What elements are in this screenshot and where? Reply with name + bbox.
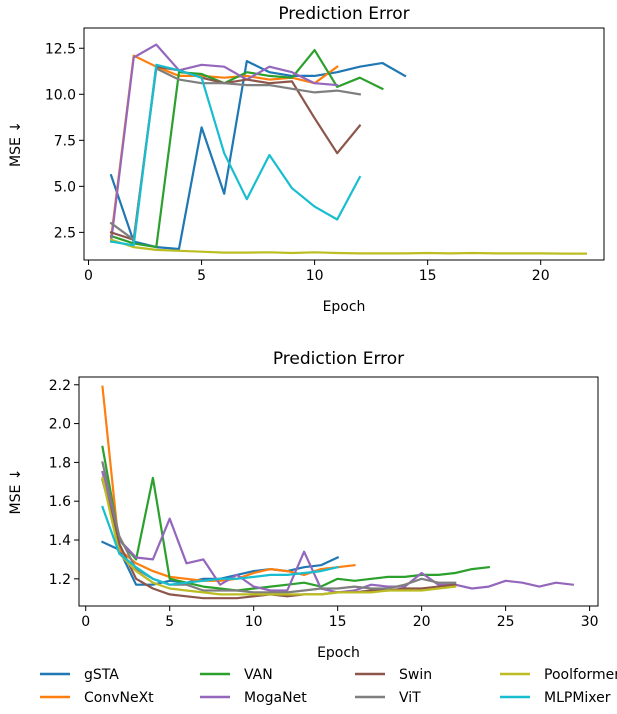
x-tick-label: 5 (197, 268, 206, 284)
y-axis-label: MSE ↓ (8, 469, 24, 515)
y-tick-label: 12.5 (45, 41, 76, 57)
legend-label: ViT (399, 690, 421, 706)
x-tick-label: 0 (84, 268, 93, 284)
series-line-moganet (101, 470, 575, 594)
legend-label: Swin (399, 667, 432, 683)
y-tick-label: 7.5 (54, 133, 76, 149)
series-line-van (109, 48, 384, 249)
y-axis-label: MSE ↓ (8, 121, 24, 167)
y-tick-label: 2.2 (49, 378, 71, 394)
series-line-poolformer (101, 476, 457, 596)
y-tick-label: 1.2 (49, 572, 71, 588)
chart-title: Prediction Error (278, 4, 409, 24)
legend: gSTA ConvNeXt VAN MogaNet Swin ViT Poolformer M… (40, 667, 617, 706)
x-tick-label: 15 (419, 268, 437, 284)
series-line-gsta (109, 59, 407, 251)
x-tick-label: 25 (497, 614, 515, 630)
plot-area (109, 43, 588, 255)
legend-label: VAN (244, 667, 273, 683)
x-tick-label: 15 (329, 614, 347, 630)
y-tick-label: 1.6 (49, 494, 71, 510)
x-tick-label: 5 (165, 614, 174, 630)
series-line-mlpmixer (109, 63, 362, 247)
legend-item-mlpmixer: MLPMixer (500, 690, 611, 706)
x-tick-label: 20 (532, 268, 550, 284)
plot-area (101, 385, 575, 600)
y-tick-label: 1.4 (49, 533, 71, 549)
chart-prediction-error-bottom: 0 5 10 15 20 25 30 1.2 1.4 1.6 1.8 2.0 2.2 Prediction… (8, 349, 599, 661)
legend-item-poolformer: Poolformer (500, 667, 617, 683)
series-line-mlpmixer (101, 505, 340, 586)
axes-frame (83, 27, 605, 261)
x-tick-label: 20 (413, 614, 431, 630)
chart-title: Prediction Error (273, 349, 404, 369)
x-axis-label: Epoch (317, 645, 360, 661)
legend-item-moganet: MogaNet (200, 690, 307, 706)
legend-label: Poolformer (544, 667, 617, 683)
x-tick-label: 0 (81, 614, 90, 630)
legend-item-gsta: gSTA (40, 667, 119, 683)
series-line-convnext (109, 54, 339, 240)
legend-label: MogaNet (244, 690, 307, 706)
y-tick-label: 2.0 (49, 417, 71, 433)
axes-frame (78, 376, 599, 607)
series-line-vit (109, 67, 362, 241)
x-axis-label: Epoch (323, 299, 366, 315)
legend-item-van: VAN (200, 667, 273, 683)
y-tick-label: 2.5 (54, 225, 76, 241)
y-tick-label: 10.0 (45, 87, 76, 103)
legend-item-swin: Swin (355, 667, 432, 683)
chart-prediction-error-top: 0 5 10 15 20 2.5 5.0 7.5 10.0 12.5 Prediction Erro… (8, 4, 605, 315)
legend-item-vit: ViT (355, 690, 421, 706)
legend-item-convnext: ConvNeXt (40, 690, 154, 706)
legend-label: gSTA (84, 667, 119, 683)
series-line-convnext (101, 385, 356, 582)
x-tick-label: 10 (245, 614, 263, 630)
y-tick-label: 1.8 (49, 455, 71, 471)
legend-label: MLPMixer (544, 690, 611, 706)
y-tick-label: 5.0 (54, 179, 76, 195)
legend-label: ConvNeXt (84, 690, 154, 706)
series-line-moganet (109, 43, 339, 243)
x-tick-label: 30 (581, 614, 599, 630)
series-line-poolformer (109, 238, 588, 255)
x-tick-label: 10 (306, 268, 324, 284)
